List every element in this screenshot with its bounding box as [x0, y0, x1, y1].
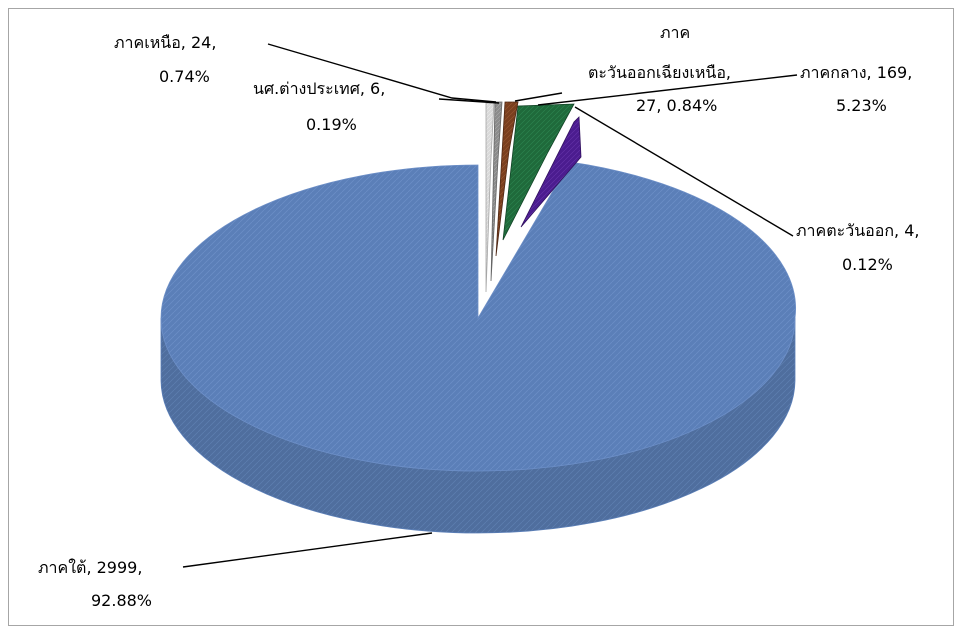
data-labels: ภาคเหนือ, 24, 0.74% นศ.ต่างประเทศ, 6, 0.…	[38, 23, 919, 610]
south-slice	[160, 161, 796, 472]
central-label-line2: 5.23%	[836, 96, 887, 115]
central-slice	[502, 103, 575, 241]
pie-3d-group	[160, 101, 796, 534]
north-leader	[267, 43, 497, 103]
east-leader	[574, 106, 794, 237]
northeast-label-line3: 27, 0.84%	[636, 96, 717, 115]
foreign-slice	[490, 101, 503, 282]
central-leader	[537, 74, 798, 106]
northeast-leader	[514, 92, 563, 102]
central-label-line1: ภาคกลาง, 169,	[800, 63, 912, 82]
foreign-leader	[438, 98, 500, 104]
foreign-label-line2: 0.19%	[306, 115, 357, 134]
east-label-line2: 0.12%	[842, 255, 893, 274]
east-label-line1: ภาคตะวันออก, 4,	[796, 221, 919, 240]
east-slice	[520, 116, 582, 228]
south-label-line2: 92.88%	[91, 591, 152, 610]
foreign-label-line1: นศ.ต่างประเทศ, 6,	[253, 79, 385, 98]
leader-lines	[182, 43, 798, 568]
northeast-label-line1: ภาค	[660, 23, 690, 42]
northeast-slice	[495, 101, 519, 257]
north-label-line1: ภาคเหนือ, 24,	[114, 33, 216, 52]
northeast-label-line2: ตะวันออกเฉียงเหนือ,	[588, 63, 731, 82]
north-label-line2: 0.74%	[159, 67, 210, 86]
south-label-line1: ภาคใต้, 2999,	[38, 558, 142, 577]
south-leader	[182, 532, 433, 568]
